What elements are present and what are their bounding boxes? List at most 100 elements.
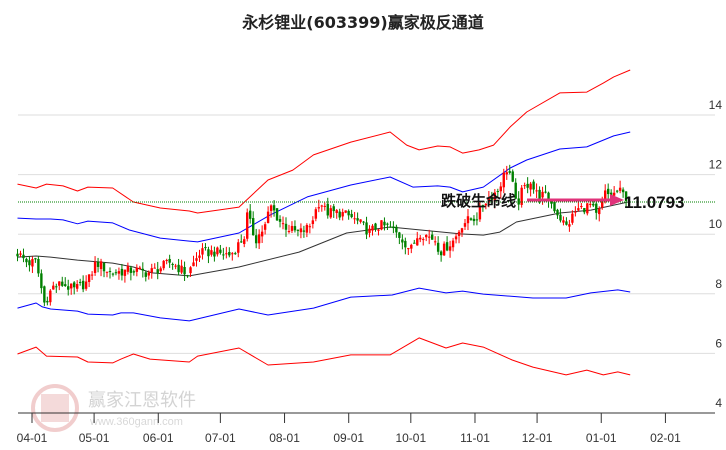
- series-life-line: [17, 201, 629, 277]
- candle-body: [37, 258, 40, 274]
- candle-body: [487, 197, 491, 203]
- candle-body: [592, 203, 595, 206]
- candle-body: [386, 223, 389, 225]
- candle-body: [472, 218, 476, 222]
- candle-body: [237, 242, 240, 253]
- candle-body: [374, 223, 377, 230]
- candle-body: [496, 191, 500, 193]
- candle-body: [413, 242, 416, 244]
- candle-body: [180, 265, 183, 273]
- candle-body: [132, 271, 136, 273]
- candle-body: [547, 192, 550, 201]
- candle-body: [317, 207, 321, 209]
- candle-body: [493, 192, 497, 202]
- candle-body: [601, 200, 604, 208]
- candle-body: [478, 205, 482, 220]
- candle-body: [314, 209, 318, 219]
- candle-body: [43, 286, 46, 303]
- candle-body: [338, 211, 341, 218]
- candle-body: [562, 220, 565, 223]
- candle-body: [228, 251, 231, 256]
- candle-body: [383, 221, 386, 226]
- y-tick-label: 8: [715, 277, 722, 291]
- candle-body: [433, 241, 437, 243]
- candle-body: [81, 280, 85, 290]
- candle-body: [135, 267, 139, 272]
- candle-body: [469, 218, 473, 220]
- candle-body: [75, 284, 79, 289]
- candle-body: [517, 198, 520, 205]
- candle-body: [275, 208, 279, 221]
- candle-body: [153, 267, 156, 269]
- candle-body: [183, 266, 186, 275]
- candle-body: [156, 269, 159, 274]
- arrow-head-icon: [610, 194, 624, 207]
- candle-body: [299, 228, 303, 233]
- candle-body: [341, 212, 344, 217]
- candle-body: [287, 231, 291, 233]
- candle-body: [141, 268, 145, 271]
- candle-body: [541, 191, 544, 198]
- x-tick-label: 04-01: [17, 431, 48, 445]
- candle-body: [19, 253, 22, 255]
- candle-body: [87, 274, 91, 283]
- candle-body: [177, 264, 180, 273]
- candle-body: [490, 196, 494, 200]
- candle-body: [389, 226, 392, 228]
- candle-body: [535, 190, 538, 192]
- candle-body: [72, 282, 76, 288]
- candle-body: [332, 206, 335, 212]
- candle-body: [404, 240, 407, 248]
- candle-body: [99, 261, 103, 270]
- candle-body: [544, 191, 547, 193]
- candle-body: [350, 213, 353, 218]
- candle-body: [392, 226, 395, 229]
- candle-body: [445, 242, 449, 251]
- candle-body: [189, 267, 192, 274]
- candle-body: [380, 220, 383, 230]
- candle-body: [550, 199, 553, 204]
- candle-body: [323, 205, 326, 207]
- x-tick-label: 06-01: [143, 431, 174, 445]
- candle-body: [577, 208, 580, 211]
- candle-body: [427, 236, 431, 238]
- candle-body: [451, 240, 455, 248]
- annotation-value: 11.0793: [624, 193, 685, 212]
- candle-body: [356, 218, 359, 221]
- candle-body: [257, 234, 261, 244]
- candle-body: [174, 265, 177, 267]
- candle-body: [55, 286, 58, 288]
- series-upper-outer: [17, 69, 631, 214]
- candle-body: [84, 281, 88, 289]
- candle-body: [347, 210, 350, 216]
- candle-body: [269, 205, 273, 211]
- candle-body: [302, 230, 306, 232]
- candle-body: [508, 171, 511, 173]
- x-tick-label: 02-01: [650, 431, 681, 445]
- candle-body: [439, 251, 443, 256]
- candle-body: [290, 225, 294, 231]
- candle-body: [442, 243, 446, 256]
- candle-body: [463, 223, 467, 227]
- candle-body: [138, 267, 142, 269]
- candle-body: [231, 253, 234, 255]
- y-tick-label: 4: [715, 396, 722, 410]
- candle-body: [243, 239, 246, 245]
- watermark: 赢家江恩软件 www.360gann.com: [31, 384, 196, 432]
- x-axis: 04-01 05-01 06-01 07-01 08-01 09-01 10-01 11-01…: [17, 412, 715, 445]
- candle-body: [556, 209, 559, 216]
- candle-body: [505, 172, 508, 175]
- candle-body: [186, 275, 189, 277]
- candle-body: [70, 283, 73, 289]
- watermark-seal-box: [41, 394, 69, 422]
- candle-body: [168, 258, 171, 263]
- candle-body: [254, 235, 258, 244]
- annotation-label: 跌破生命线: [441, 192, 516, 210]
- candle-body: [353, 218, 356, 220]
- candle-body: [240, 241, 243, 243]
- candle-body: [120, 268, 124, 276]
- candle-body: [416, 238, 419, 246]
- candle-body: [526, 183, 529, 188]
- candle-body: [34, 258, 37, 260]
- candle-body: [198, 255, 201, 258]
